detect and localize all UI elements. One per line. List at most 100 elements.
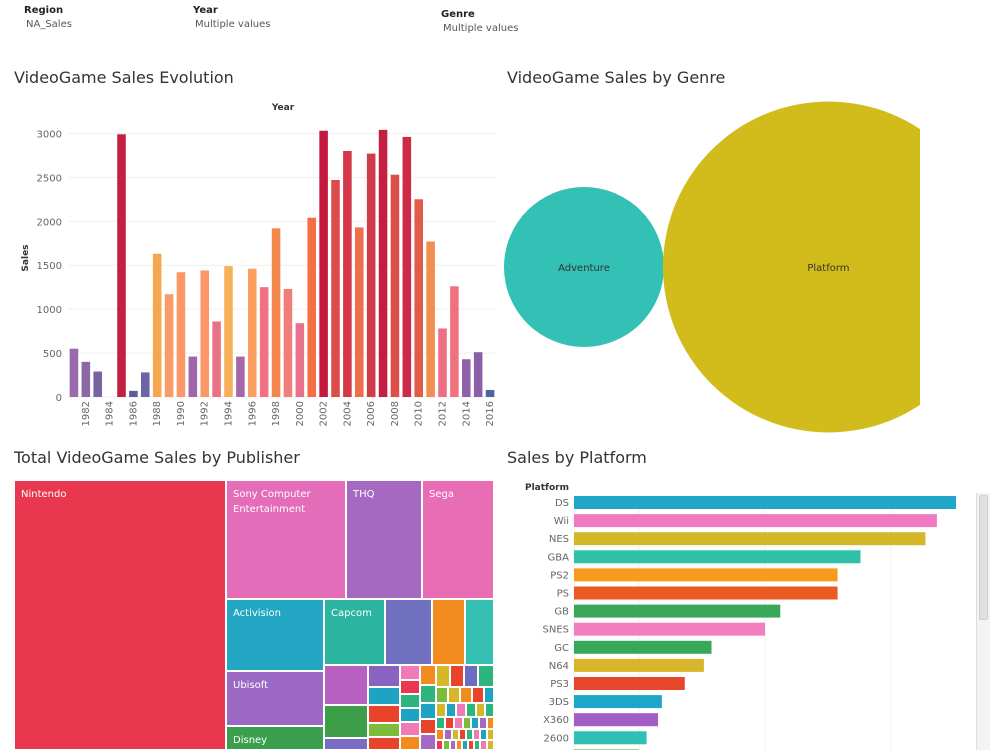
platform-label: N64 (549, 661, 569, 672)
treemap-cell[interactable] (460, 687, 472, 703)
genre-filter-value[interactable]: Multiple values (443, 23, 519, 34)
platform-bar (574, 658, 704, 672)
region-filter-value[interactable]: NA_Sales (26, 19, 72, 30)
treemap-cell[interactable] (463, 717, 471, 729)
treemap-cell[interactable] (459, 729, 466, 740)
treemap-cell[interactable] (436, 717, 445, 729)
treemap-cell[interactable] (368, 705, 400, 723)
treemap-cell[interactable] (485, 703, 494, 717)
treemap-cell[interactable] (368, 737, 400, 750)
year-filter[interactable]: Year Multiple values (193, 4, 270, 32)
platform-bar (574, 514, 937, 528)
treemap-cell[interactable] (436, 740, 443, 750)
treemap-cell[interactable] (456, 703, 466, 717)
treemap-cell[interactable]: Sony Computer Entertainment (226, 480, 346, 599)
treemap-cell[interactable] (466, 703, 476, 717)
genre-title: VideoGame Sales by Genre (507, 68, 726, 87)
x-tick-label: 2006 (366, 401, 377, 426)
platform-bar (574, 568, 838, 582)
treemap-cell[interactable] (450, 665, 464, 687)
treemap-cell[interactable] (420, 665, 436, 685)
region-filter[interactable]: Region NA_Sales (24, 4, 72, 32)
treemap-cell[interactable] (368, 723, 400, 737)
treemap-cell[interactable] (466, 729, 473, 740)
treemap-cell[interactable] (487, 717, 494, 729)
sales-bar (271, 228, 281, 397)
treemap-cell[interactable] (436, 729, 444, 740)
treemap-cell[interactable] (420, 734, 436, 750)
treemap-cell[interactable] (420, 719, 436, 734)
treemap-cell[interactable] (448, 687, 460, 703)
treemap-cell[interactable]: Disney (226, 726, 324, 750)
treemap-cell[interactable] (324, 738, 368, 750)
treemap-cell[interactable] (476, 703, 485, 717)
treemap-cell[interactable] (436, 665, 450, 687)
treemap-cell[interactable] (444, 729, 452, 740)
year-filter-value[interactable]: Multiple values (195, 19, 271, 30)
treemap-cell[interactable] (473, 729, 480, 740)
platform-scrollbar[interactable] (976, 493, 990, 750)
treemap-cell[interactable] (400, 694, 420, 708)
treemap-cell[interactable] (471, 717, 479, 729)
genre-bubble (504, 187, 664, 347)
sales-bar (414, 199, 424, 397)
genre-filter[interactable]: Genre Multiple values (441, 8, 518, 36)
treemap-cell[interactable] (400, 736, 420, 750)
treemap-cell[interactable]: Capcom (324, 599, 385, 665)
treemap-cell[interactable] (324, 705, 368, 738)
treemap-cell[interactable] (479, 717, 487, 729)
y-tick-label: 500 (43, 349, 62, 360)
sales-bar (343, 150, 352, 397)
treemap-cell[interactable]: Ubisoft (226, 671, 324, 726)
year-filter-label: Year (193, 5, 218, 16)
treemap-cell[interactable] (465, 599, 494, 665)
treemap-cell[interactable]: Sega (422, 480, 494, 599)
sales-bar (307, 217, 317, 397)
x-tick-label: 1986 (128, 401, 139, 426)
treemap-cell[interactable] (478, 665, 494, 687)
treemap-cell[interactable] (443, 740, 450, 750)
sales-bar (81, 361, 91, 397)
x-tick-label: 1998 (271, 401, 282, 426)
treemap-cell[interactable]: THQ (346, 480, 422, 599)
sales-bar (485, 389, 495, 397)
x-axis-title: Year (271, 103, 295, 113)
treemap-cell[interactable] (432, 599, 465, 665)
treemap-cell[interactable] (487, 729, 494, 740)
treemap-cell[interactable] (368, 687, 400, 705)
treemap-cell[interactable] (420, 685, 436, 703)
treemap-cell[interactable] (400, 722, 420, 736)
treemap-cell[interactable] (385, 599, 432, 665)
treemap-label: THQ (353, 489, 375, 500)
treemap-cell[interactable] (480, 729, 487, 740)
platform-bar (574, 604, 781, 618)
treemap-cell[interactable]: Activision (226, 599, 324, 671)
treemap-cell[interactable] (454, 717, 463, 729)
treemap-cell[interactable] (324, 665, 368, 705)
treemap-cell[interactable] (480, 740, 487, 750)
treemap-cell[interactable] (400, 680, 420, 694)
treemap-cell[interactable] (487, 740, 494, 750)
genre-filter-label: Genre (441, 9, 475, 20)
treemap-cell[interactable] (464, 665, 478, 687)
sales-bar (129, 390, 138, 397)
treemap-cell[interactable] (368, 665, 400, 687)
x-tick-label: 1982 (81, 401, 92, 426)
treemap-cell[interactable] (452, 729, 459, 740)
treemap-cell[interactable]: Nintendo (14, 480, 226, 750)
scrollbar-thumb[interactable] (979, 495, 988, 620)
treemap-cell[interactable] (400, 665, 420, 680)
treemap-cell[interactable] (472, 687, 484, 703)
treemap-cell[interactable] (484, 687, 494, 703)
sales-bar (319, 130, 328, 397)
sales-bar (461, 359, 471, 397)
platform-bar (574, 496, 956, 509)
treemap-cell[interactable] (436, 703, 446, 717)
treemap-cell[interactable] (400, 708, 420, 722)
treemap-cell[interactable] (445, 717, 454, 729)
x-tick-label: 2000 (295, 401, 306, 426)
y-tick-label: 0 (56, 393, 62, 404)
treemap-cell[interactable] (436, 687, 448, 703)
treemap-cell[interactable] (420, 703, 436, 719)
treemap-cell[interactable] (446, 703, 456, 717)
